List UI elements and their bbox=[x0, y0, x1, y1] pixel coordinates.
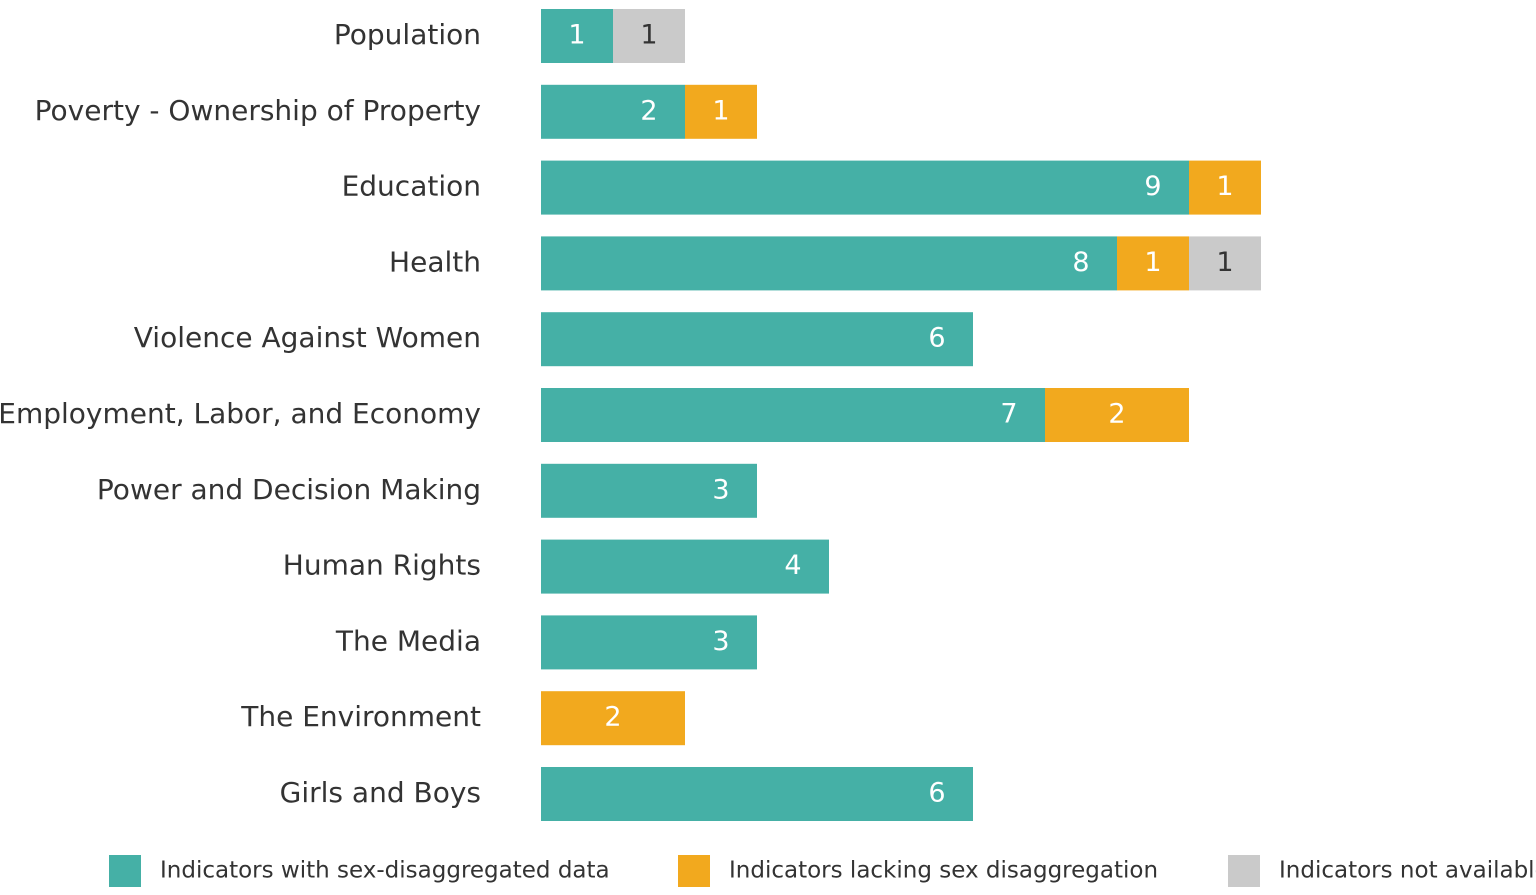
bar-segment bbox=[541, 312, 973, 367]
category-label: Poverty - Ownership of Property bbox=[35, 94, 481, 127]
bar-segment bbox=[685, 84, 757, 139]
value-label: 1 bbox=[1144, 247, 1161, 278]
legend-swatch bbox=[678, 855, 710, 887]
legend-label: Indicators lacking sex disaggregation bbox=[729, 858, 1158, 884]
value-label: 2 bbox=[640, 95, 657, 126]
category-label: Education bbox=[342, 170, 481, 203]
value-label: 9 bbox=[1144, 171, 1161, 202]
value-label: 1 bbox=[1216, 247, 1233, 278]
value-label: 1 bbox=[568, 20, 585, 51]
value-label: 6 bbox=[928, 778, 945, 809]
category-label: The Media bbox=[335, 624, 481, 657]
value-label: 3 bbox=[712, 474, 729, 505]
bar-segment bbox=[1189, 236, 1261, 291]
bar-segment bbox=[1117, 236, 1189, 291]
bar-segment bbox=[541, 463, 757, 518]
category-label: Power and Decision Making bbox=[97, 473, 481, 506]
legend-swatch bbox=[1228, 855, 1260, 887]
category-label: Population bbox=[334, 18, 481, 51]
legend-label: Indicators with sex-disaggregated data bbox=[160, 858, 610, 884]
category-label: Health bbox=[389, 245, 481, 278]
bar-segment bbox=[541, 160, 1189, 215]
category-label: Violence Against Women bbox=[134, 321, 481, 354]
value-label: 1 bbox=[1216, 171, 1233, 202]
value-label: 1 bbox=[712, 95, 729, 126]
bar-segment bbox=[1045, 388, 1189, 442]
bar-segment bbox=[613, 9, 685, 63]
value-label: 1 bbox=[640, 20, 657, 51]
bar-segment bbox=[541, 84, 685, 139]
bar-segment bbox=[1189, 160, 1261, 215]
legend-label: Indicators not available bbox=[1279, 858, 1536, 884]
category-label: Girls and Boys bbox=[280, 776, 481, 809]
value-label: 7 bbox=[1000, 399, 1017, 430]
category-label: Human Rights bbox=[283, 549, 481, 582]
bar-segment bbox=[541, 767, 973, 821]
category-label: The Environment bbox=[240, 700, 481, 733]
value-label: 3 bbox=[712, 626, 729, 657]
bar-segment bbox=[541, 388, 1045, 442]
value-label: 2 bbox=[1108, 399, 1125, 430]
value-label: 2 bbox=[604, 702, 621, 733]
bar-segment bbox=[541, 691, 685, 746]
bar-segment bbox=[541, 9, 613, 63]
legend-swatch bbox=[109, 855, 141, 887]
bar-segment bbox=[541, 236, 1117, 291]
category-label: Employment, Labor, and Economy bbox=[0, 397, 481, 430]
bar-segment bbox=[541, 615, 757, 670]
value-label: 4 bbox=[784, 550, 801, 581]
value-label: 8 bbox=[1072, 247, 1089, 278]
value-label: 6 bbox=[928, 323, 945, 354]
bar-segment bbox=[541, 539, 829, 594]
